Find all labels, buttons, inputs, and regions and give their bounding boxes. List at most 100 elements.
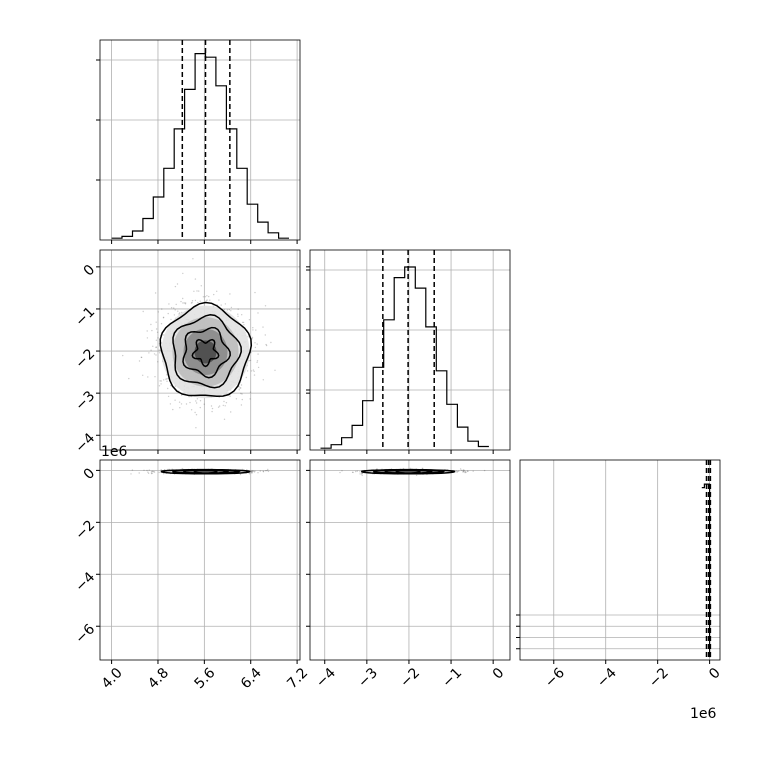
sample-point xyxy=(265,470,267,472)
sample-point xyxy=(262,326,264,328)
sample-point xyxy=(352,471,354,474)
sample-point xyxy=(182,272,184,275)
sample-point xyxy=(191,301,193,304)
sample-point xyxy=(194,278,197,280)
sample-point xyxy=(162,316,165,318)
sample-point xyxy=(264,305,267,307)
sample-point xyxy=(218,299,220,301)
hist-panel-1 xyxy=(309,249,511,451)
scatter-panel-1-0 xyxy=(99,249,301,451)
sample-point xyxy=(245,376,247,379)
sample-point xyxy=(173,307,175,309)
sample-point xyxy=(189,401,191,404)
sample-point xyxy=(249,359,252,362)
sample-point xyxy=(264,334,266,336)
sample-point xyxy=(254,470,256,472)
sample-point xyxy=(192,258,194,260)
sample-point xyxy=(148,352,150,354)
sample-point xyxy=(472,470,474,472)
sample-point xyxy=(241,398,243,401)
sample-point xyxy=(160,323,163,325)
sample-point xyxy=(230,411,232,413)
sample-point xyxy=(146,469,148,472)
sample-point xyxy=(156,331,159,333)
sample-point xyxy=(159,380,161,382)
sample-point xyxy=(199,406,201,409)
sample-point xyxy=(162,473,165,475)
sample-point xyxy=(155,346,157,348)
scatter-panel-2-0 xyxy=(99,459,301,661)
sample-point xyxy=(160,469,162,471)
sample-point xyxy=(248,473,251,475)
xtick-label-1-4: 0 xyxy=(490,665,508,683)
sample-point xyxy=(255,329,257,331)
sample-point xyxy=(361,474,363,477)
sample-point xyxy=(169,403,172,405)
sample-point xyxy=(262,379,264,381)
sample-point xyxy=(225,402,228,404)
sample-point xyxy=(174,309,176,311)
sample-point xyxy=(158,471,160,474)
sample-point xyxy=(237,315,239,317)
sample-point xyxy=(229,395,231,397)
sample-point xyxy=(147,472,150,474)
sample-point xyxy=(249,391,252,393)
ytick-label-2-0: −6 xyxy=(72,621,98,647)
sample-point xyxy=(483,469,486,472)
sample-point xyxy=(147,376,149,378)
sample-point xyxy=(217,406,220,408)
sample-point xyxy=(254,291,256,294)
sample-point xyxy=(131,469,134,471)
sample-point xyxy=(252,327,254,329)
sample-point xyxy=(251,471,253,473)
sample-point xyxy=(155,321,157,323)
xtick-label-1-1: −3 xyxy=(355,665,381,691)
sample-point xyxy=(202,296,205,298)
sample-point xyxy=(128,377,130,380)
sample-point xyxy=(174,399,176,401)
sample-point xyxy=(259,470,261,472)
sample-point xyxy=(253,471,256,473)
sample-point xyxy=(146,337,149,339)
sample-point xyxy=(142,374,144,376)
sample-point xyxy=(240,392,242,395)
sample-point xyxy=(155,328,158,330)
sample-point xyxy=(155,346,157,349)
ytick-label-1-1: −3 xyxy=(72,388,98,414)
sample-point xyxy=(237,308,239,310)
sample-point xyxy=(191,300,194,302)
sample-point xyxy=(198,290,200,292)
sample-point xyxy=(461,469,463,471)
sample-point xyxy=(196,290,198,292)
sample-point xyxy=(143,469,145,471)
sample-point xyxy=(168,303,170,305)
sample-point xyxy=(181,467,183,470)
sample-point xyxy=(138,472,140,474)
sample-point xyxy=(238,389,240,391)
sample-point xyxy=(239,387,241,389)
sample-point xyxy=(355,470,357,473)
sample-point xyxy=(165,378,167,380)
sample-point xyxy=(229,293,231,295)
sample-point xyxy=(170,318,172,321)
sample-point xyxy=(160,469,162,471)
sample-point xyxy=(160,383,162,385)
contour-21-3 xyxy=(361,468,456,475)
sample-point xyxy=(463,470,465,473)
sample-point xyxy=(246,370,249,372)
sample-point xyxy=(158,352,161,354)
sample-point xyxy=(173,314,176,316)
sample-point xyxy=(160,380,162,382)
sample-point xyxy=(182,297,184,300)
sample-point xyxy=(151,329,153,332)
sample-point xyxy=(252,470,254,473)
sample-point xyxy=(138,360,141,362)
xtick-label-2-1: −4 xyxy=(594,665,620,691)
density-fill-10-3 xyxy=(194,340,217,364)
sample-point xyxy=(270,341,272,344)
sample-point xyxy=(266,469,268,472)
sample-point xyxy=(148,469,150,471)
sample-point xyxy=(203,403,205,405)
sample-point xyxy=(163,379,165,381)
sample-point xyxy=(239,473,242,476)
